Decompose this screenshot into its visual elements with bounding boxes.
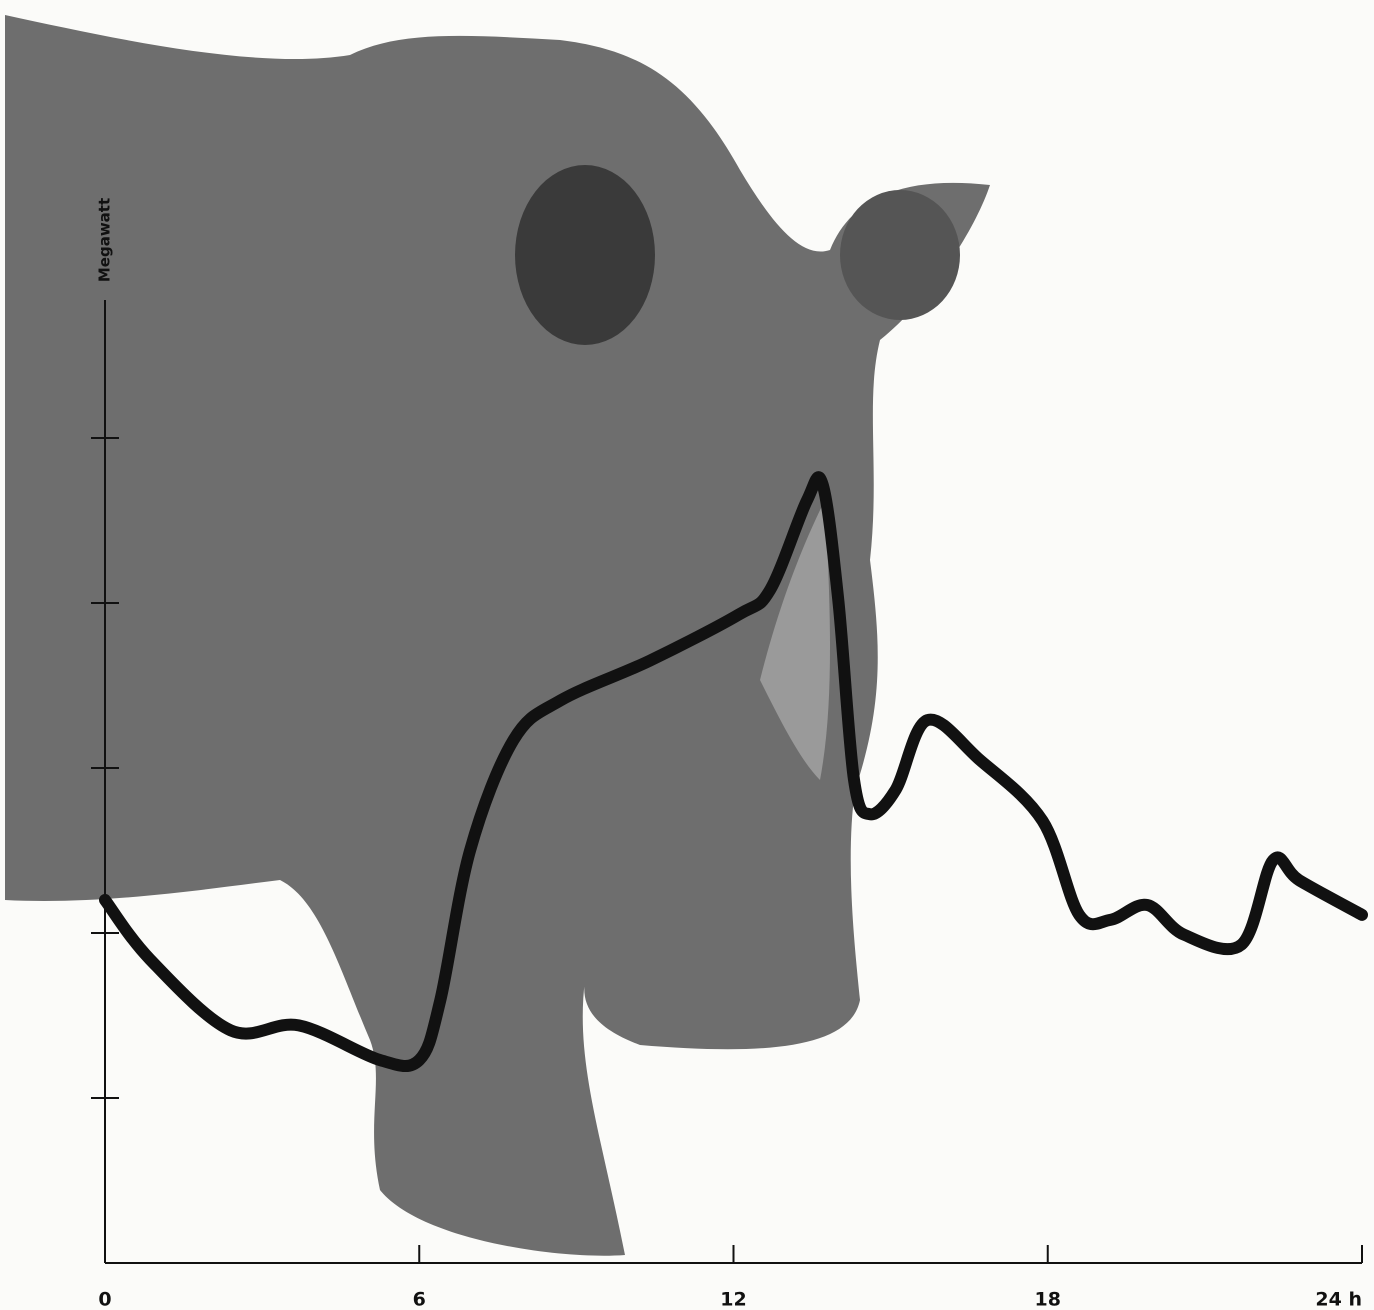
x-tick-label: 0 bbox=[98, 1289, 111, 1310]
x-tick-label: 24 h bbox=[1315, 1289, 1362, 1310]
rhino-ear bbox=[515, 165, 655, 345]
x-tick-label: 18 bbox=[1035, 1289, 1061, 1310]
load-curve bbox=[99, 471, 1368, 1072]
x-tick-label: 6 bbox=[413, 1289, 426, 1310]
rhino-ear bbox=[840, 190, 960, 320]
x-tick-label: 12 bbox=[720, 1289, 746, 1310]
y-axis-label: Megawatt bbox=[96, 198, 114, 282]
rhino-horn bbox=[760, 500, 830, 780]
rhino-photo bbox=[5, 15, 990, 1256]
rhino-silhouette bbox=[5, 15, 990, 1256]
